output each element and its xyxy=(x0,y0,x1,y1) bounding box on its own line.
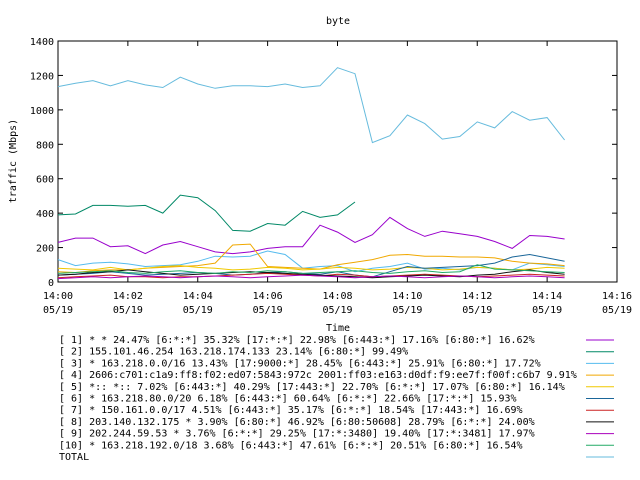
x-axis-ticks: 14:00 05/19 14:02 05/19 14:04 05/19 14:06 05/19… xyxy=(43,41,632,316)
legend-label: [ 9] 202.244.59.53 * 3.76% [6:*:*] 29.25… xyxy=(59,429,535,440)
chart-title: byte xyxy=(326,16,350,27)
y-tick-label: 600 xyxy=(36,175,54,186)
x-tick-label: 14:06 xyxy=(253,291,283,302)
series-line-1 xyxy=(57,216,565,255)
plot-frame xyxy=(57,40,618,283)
legend-label: [ 4] 2606:c701:c1a9:ff8:f02:ed07:5843:97… xyxy=(59,370,577,381)
x-tick-date: 05/19 xyxy=(322,305,352,316)
x-tick-date: 05/19 xyxy=(392,305,422,316)
x-tick-date: 05/19 xyxy=(253,305,283,316)
x-tick-label: 14:16 xyxy=(602,291,632,302)
x-tick-date: 05/19 xyxy=(43,305,73,316)
y-tick-label: 200 xyxy=(36,244,54,255)
series-line-11 xyxy=(57,67,565,144)
legend-label: [ 3] * 163.218.0.0/16 13.43% [17:9000:*]… xyxy=(59,358,541,369)
legend-label: [ 5] *:: *:: 7.02% [6:443:*] 40.29% [17:… xyxy=(59,382,565,393)
x-tick-label: 14:02 xyxy=(113,291,143,302)
x-tick-date: 05/19 xyxy=(532,305,562,316)
y-tick-label: 400 xyxy=(36,209,54,220)
x-tick-label: 14:10 xyxy=(392,291,422,302)
x-tick-label: 14:04 xyxy=(183,291,213,302)
x-axis-label: Time xyxy=(326,323,350,334)
y-tick-label: 800 xyxy=(36,140,54,151)
series-line-2 xyxy=(57,194,356,232)
y-tick-label: 1000 xyxy=(30,106,54,117)
x-tick-label: 14:14 xyxy=(532,291,562,302)
y-axis-label: traffic (Mbps) xyxy=(8,119,19,203)
series-line-5 xyxy=(57,265,565,271)
legend: [ 1] * * 24.47% [6:*:*] 35.32% [17:*:*] … xyxy=(59,335,614,463)
y-tick-label: 1400 xyxy=(30,37,54,48)
legend-label: [ 6] * 163.218.80.0/20 6.18% [6:443:*] 6… xyxy=(59,394,517,405)
series-line-10 xyxy=(57,264,565,274)
x-tick-date: 05/19 xyxy=(602,305,632,316)
x-tick-date: 05/19 xyxy=(462,305,492,316)
series-line-9 xyxy=(57,274,565,280)
series-line-8 xyxy=(57,269,565,279)
series-lines xyxy=(57,67,565,280)
x-tick-date: 05/19 xyxy=(183,305,213,316)
x-tick-date: 05/19 xyxy=(113,305,143,316)
legend-label: [ 2] 155.101.46.254 163.218.174.133 23.1… xyxy=(59,347,408,358)
y-tick-label: 0 xyxy=(48,278,54,289)
x-tick-label: 14:08 xyxy=(322,291,352,302)
legend-label: [ 7] * 150.161.0.0/17 4.51% [6:443:*] 35… xyxy=(59,405,523,416)
x-tick-label: 14:00 xyxy=(43,291,73,302)
legend-label: [ 1] * * 24.47% [6:*:*] 35.32% [17:*:*] … xyxy=(59,335,535,346)
x-tick-label: 14:12 xyxy=(462,291,492,302)
legend-label: [ 8] 203.140.132.175 * 3.90% [6:80:*] 46… xyxy=(59,417,535,428)
legend-label: TOTAL xyxy=(59,452,89,463)
legend-label: [10] * 163.218.192.0/18 3.68% [6:443:*] … xyxy=(59,440,523,451)
y-tick-label: 1200 xyxy=(30,71,54,82)
y-axis-ticks: 0 200 400 600 800 1000 1200 1400 xyxy=(30,37,617,289)
